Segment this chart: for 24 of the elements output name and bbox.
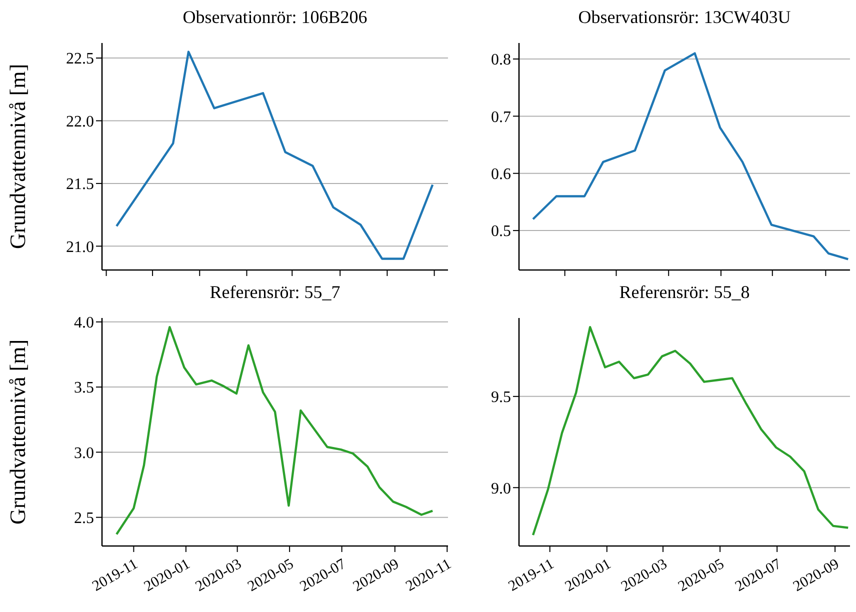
y-tick-label: 0.7	[491, 108, 511, 126]
y-tick-label: 9.5	[491, 389, 511, 406]
line-series	[115, 50, 434, 260]
y-tick-label: 0.6	[491, 166, 511, 184]
chart-title: Observationsrör: 13CW403U	[577, 7, 792, 28]
line-series	[115, 326, 434, 536]
y-tick-label: 0.5	[491, 223, 511, 240]
y-axis-title: Grundvattennivå [m]	[4, 339, 30, 525]
y-axis-title: Grundvattennivå [m]	[4, 64, 30, 250]
chart-title: Referensrör: 55_7	[208, 282, 342, 303]
y-tick-label: 3.0	[74, 444, 94, 462]
y-tick-label: 3.5	[74, 380, 94, 397]
line-series	[532, 326, 850, 536]
chart-title: Referensrör: 55_8	[618, 282, 751, 303]
y-tick-label: 22.0	[66, 113, 94, 130]
y-tick-label: 21.5	[66, 176, 94, 194]
y-tick-label: 0.8	[491, 52, 511, 69]
y-tick-label: 4.0	[74, 314, 94, 332]
y-tick-label: 9.0	[491, 480, 511, 498]
line-series	[532, 52, 850, 260]
y-tick-label: 22.5	[66, 50, 94, 68]
y-tick-label: 21.0	[66, 238, 94, 256]
chart-title: Observationrör: 106B206	[182, 7, 368, 28]
y-tick-label: 2.5	[74, 510, 94, 528]
